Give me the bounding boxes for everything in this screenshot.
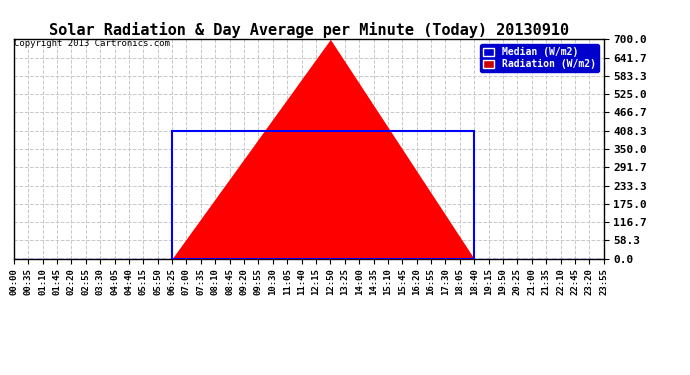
Title: Solar Radiation & Day Average per Minute (Today) 20130910: Solar Radiation & Day Average per Minute… bbox=[49, 22, 569, 38]
Text: Copyright 2013 Cartronics.com: Copyright 2013 Cartronics.com bbox=[14, 39, 170, 48]
Legend: Median (W/m2), Radiation (W/m2): Median (W/m2), Radiation (W/m2) bbox=[480, 44, 599, 72]
Bar bbox=[172, 131, 474, 259]
